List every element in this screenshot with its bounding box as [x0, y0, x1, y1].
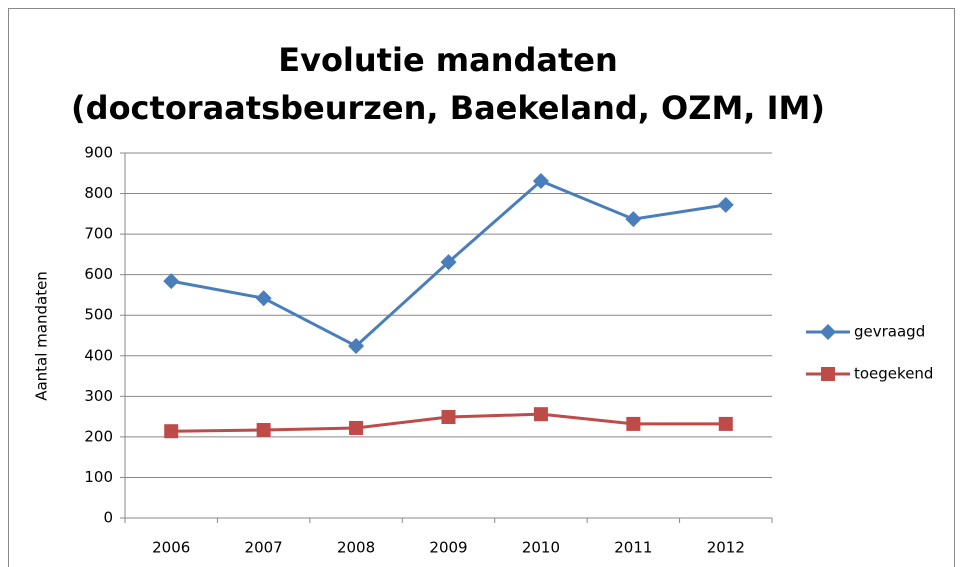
data-point: [348, 338, 365, 355]
legend-marker: [821, 367, 835, 381]
data-point: [163, 273, 180, 290]
data-point: [349, 420, 364, 435]
y-tick-label: 800: [84, 184, 113, 202]
data-point: [533, 407, 548, 422]
x-tick-label: 2012: [707, 539, 745, 557]
data-point: [625, 211, 642, 228]
data-point: [626, 416, 641, 431]
chart-title: (doctoraatsbeurzen, Baekeland, OZM, IM): [71, 89, 825, 127]
y-tick-label: 300: [84, 387, 113, 405]
y-tick-label: 900: [84, 144, 113, 162]
data-point: [718, 416, 733, 431]
legend-marker: [820, 324, 836, 340]
data-point: [255, 290, 272, 307]
y-tick-label: 200: [84, 427, 113, 445]
y-tick-label: 400: [84, 346, 113, 364]
data-point: [256, 422, 271, 437]
y-tick-label: 700: [84, 225, 113, 243]
y-tick-label: 600: [84, 265, 113, 283]
data-point: [532, 172, 549, 189]
data-point: [441, 410, 456, 425]
y-axis-label: Aantal mandaten: [33, 271, 51, 401]
x-tick-label: 2007: [245, 539, 283, 557]
legend-label: toegekend: [854, 365, 933, 383]
x-tick-label: 2006: [152, 539, 190, 557]
x-tick-label: 2008: [337, 539, 375, 557]
data-point: [164, 424, 179, 439]
x-tick-label: 2010: [522, 539, 560, 557]
data-point: [717, 196, 734, 213]
chart-frame: [8, 8, 955, 567]
x-tick-label: 2009: [429, 539, 467, 557]
chart-title: Evolutie mandaten: [278, 41, 618, 79]
data-point: [440, 254, 457, 271]
y-tick-label: 500: [84, 306, 113, 324]
y-tick-label: 0: [103, 509, 113, 527]
x-tick-label: 2011: [614, 539, 652, 557]
y-tick-label: 100: [84, 468, 113, 486]
legend-label: gevraagd: [854, 323, 925, 341]
